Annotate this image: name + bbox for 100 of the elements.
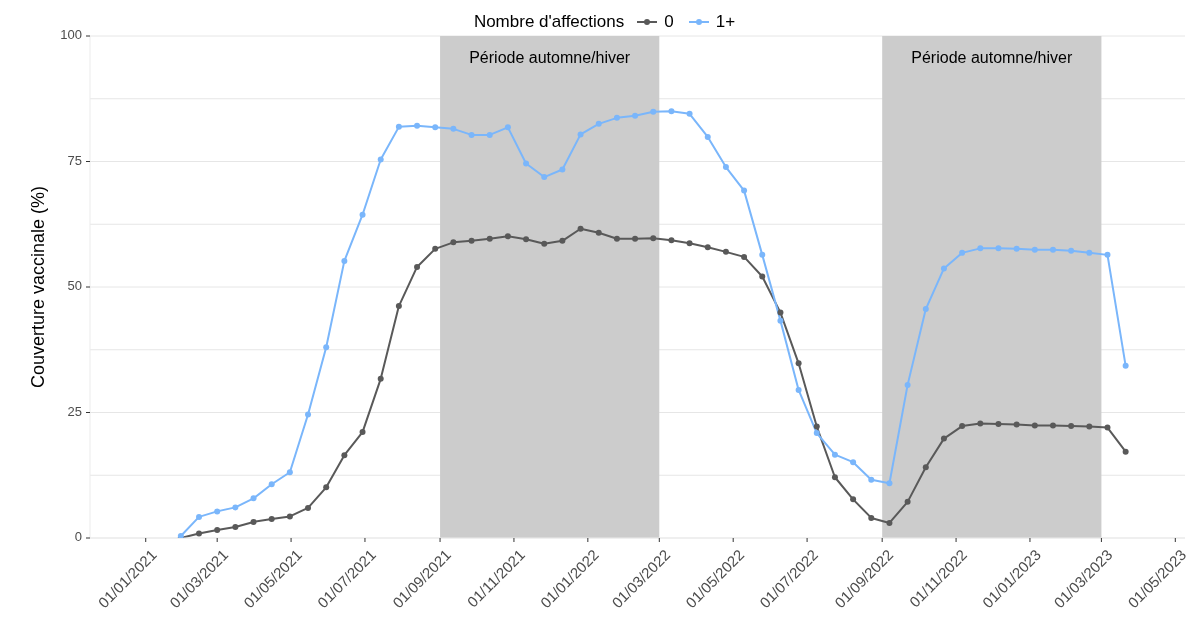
legend-label: 1+ — [715, 12, 736, 32]
point — [1068, 423, 1075, 430]
point — [268, 515, 275, 522]
point — [432, 245, 439, 252]
point — [432, 124, 439, 131]
point — [504, 124, 511, 131]
point — [323, 344, 330, 351]
point — [414, 122, 421, 129]
legend-title: Nombre d'affections — [473, 12, 625, 32]
point — [1086, 249, 1093, 256]
point — [595, 229, 602, 236]
point — [995, 421, 1002, 428]
point — [977, 245, 984, 252]
point — [232, 504, 239, 511]
point — [813, 430, 820, 437]
point — [813, 423, 820, 430]
point — [1086, 423, 1093, 430]
point — [286, 469, 293, 476]
point — [940, 435, 947, 442]
point — [831, 451, 838, 458]
point — [286, 513, 293, 520]
point — [686, 110, 693, 117]
point — [577, 225, 584, 232]
point — [1049, 246, 1056, 253]
point — [868, 476, 875, 483]
point — [305, 504, 312, 511]
point — [922, 306, 929, 313]
point — [486, 235, 493, 242]
point — [323, 484, 330, 491]
point — [250, 518, 257, 525]
point — [831, 474, 838, 481]
point — [1013, 245, 1020, 252]
y-tick-label: 50 — [67, 278, 82, 294]
point — [359, 211, 366, 218]
point — [959, 249, 966, 256]
band-label: Période automne/hiver — [911, 49, 1073, 67]
point — [868, 514, 875, 521]
point — [305, 411, 312, 418]
point — [450, 239, 457, 246]
y-tick-label: 25 — [67, 403, 82, 419]
point — [886, 519, 893, 526]
point — [1104, 424, 1111, 431]
point — [759, 273, 766, 280]
point — [904, 498, 911, 505]
point — [722, 164, 729, 171]
point — [196, 513, 203, 520]
y-tick-label: 0 — [74, 529, 82, 545]
point — [377, 156, 384, 163]
point — [668, 108, 675, 115]
point — [268, 481, 275, 488]
point — [341, 257, 348, 264]
point — [395, 303, 402, 310]
point — [341, 452, 348, 459]
point — [741, 187, 748, 194]
point — [523, 160, 530, 167]
point — [359, 429, 366, 436]
point — [1031, 246, 1038, 253]
point — [959, 423, 966, 430]
band-label: Période automne/hiver — [469, 49, 631, 67]
y-axis-title: Couverture vaccinale (%) — [28, 185, 49, 389]
point — [1013, 421, 1020, 428]
y-tick-label: 75 — [67, 152, 82, 168]
point — [759, 251, 766, 258]
point — [541, 240, 548, 247]
point — [650, 235, 657, 242]
point — [922, 464, 929, 471]
point — [214, 526, 221, 533]
point — [632, 112, 639, 119]
point — [559, 166, 566, 173]
point — [940, 265, 947, 272]
point — [686, 240, 693, 247]
point — [850, 459, 857, 466]
point — [632, 235, 639, 242]
point — [1122, 362, 1129, 369]
point — [577, 131, 584, 138]
point — [523, 236, 530, 243]
point — [850, 496, 857, 503]
point — [395, 123, 402, 130]
point — [196, 530, 203, 537]
point — [468, 237, 475, 244]
point — [468, 131, 475, 138]
point — [541, 174, 548, 181]
point — [904, 381, 911, 388]
point — [650, 108, 657, 115]
point — [722, 248, 729, 255]
point — [1068, 247, 1075, 254]
point — [777, 309, 784, 316]
point — [795, 386, 802, 393]
point — [486, 131, 493, 138]
point — [886, 480, 893, 487]
point — [214, 508, 221, 515]
point — [414, 263, 421, 270]
point — [1031, 422, 1038, 429]
y-tick-label: 100 — [60, 27, 82, 43]
point — [995, 245, 1002, 252]
point — [377, 375, 384, 382]
point — [559, 237, 566, 244]
point — [595, 120, 602, 127]
point — [450, 125, 457, 132]
point — [232, 523, 239, 530]
